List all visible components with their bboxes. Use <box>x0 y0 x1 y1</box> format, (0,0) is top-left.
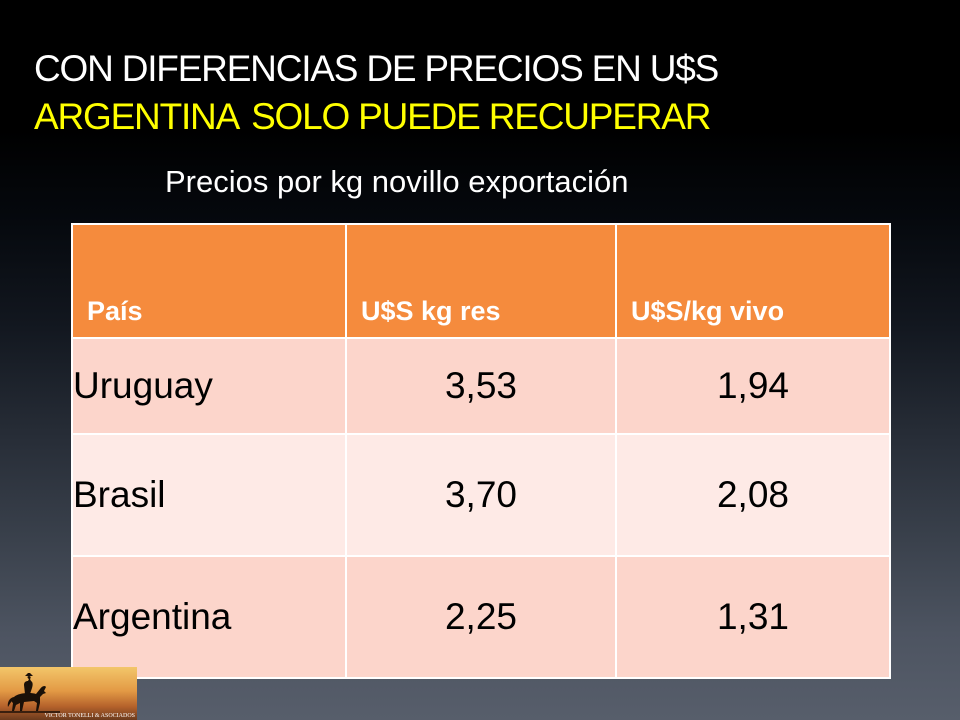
logo-caption: VICTOR TONELLI & ASOCIADOS <box>44 713 135 719</box>
cell-country: Uruguay <box>71 337 347 435</box>
slide-subtitle: Precios por kg novillo exportación <box>165 164 629 199</box>
header-price-live: U$S/kg vivo <box>615 223 891 339</box>
header-country: País <box>71 223 347 339</box>
horse-rider-silhouette-icon <box>0 673 60 713</box>
slide-title-line-1: CON DIFERENCIAS DE PRECIOS EN U$S <box>34 48 719 89</box>
table-header-row: País U$S kg res U$S/kg vivo <box>71 223 891 339</box>
table-row: Brasil 3,70 2,08 <box>71 433 891 557</box>
title-country: ARGENTINA <box>34 96 240 137</box>
cell-price-live: 1,94 <box>615 337 891 435</box>
company-logo: VICTOR TONELLI & ASOCIADOS <box>0 667 137 720</box>
cell-price-carcass: 3,70 <box>345 433 617 557</box>
cell-price-live: 2,08 <box>615 433 891 557</box>
table-row: Uruguay 3,53 1,94 <box>71 337 891 435</box>
slide-title-line-2: ARGENTINA SOLO PUEDE RECUPERAR <box>34 96 711 137</box>
cell-price-carcass: 3,53 <box>345 337 617 435</box>
table-row: Argentina 2,25 1,31 <box>71 555 891 679</box>
cell-country: Argentina <box>71 555 347 679</box>
price-table: País U$S kg res U$S/kg vivo Uruguay 3,53… <box>71 223 891 679</box>
cell-country: Brasil <box>71 433 347 557</box>
cell-price-live: 1,31 <box>615 555 891 679</box>
header-price-carcass: U$S kg res <box>345 223 617 339</box>
cell-price-carcass: 2,25 <box>345 555 617 679</box>
title-statement: SOLO PUEDE RECUPERAR <box>251 96 711 137</box>
